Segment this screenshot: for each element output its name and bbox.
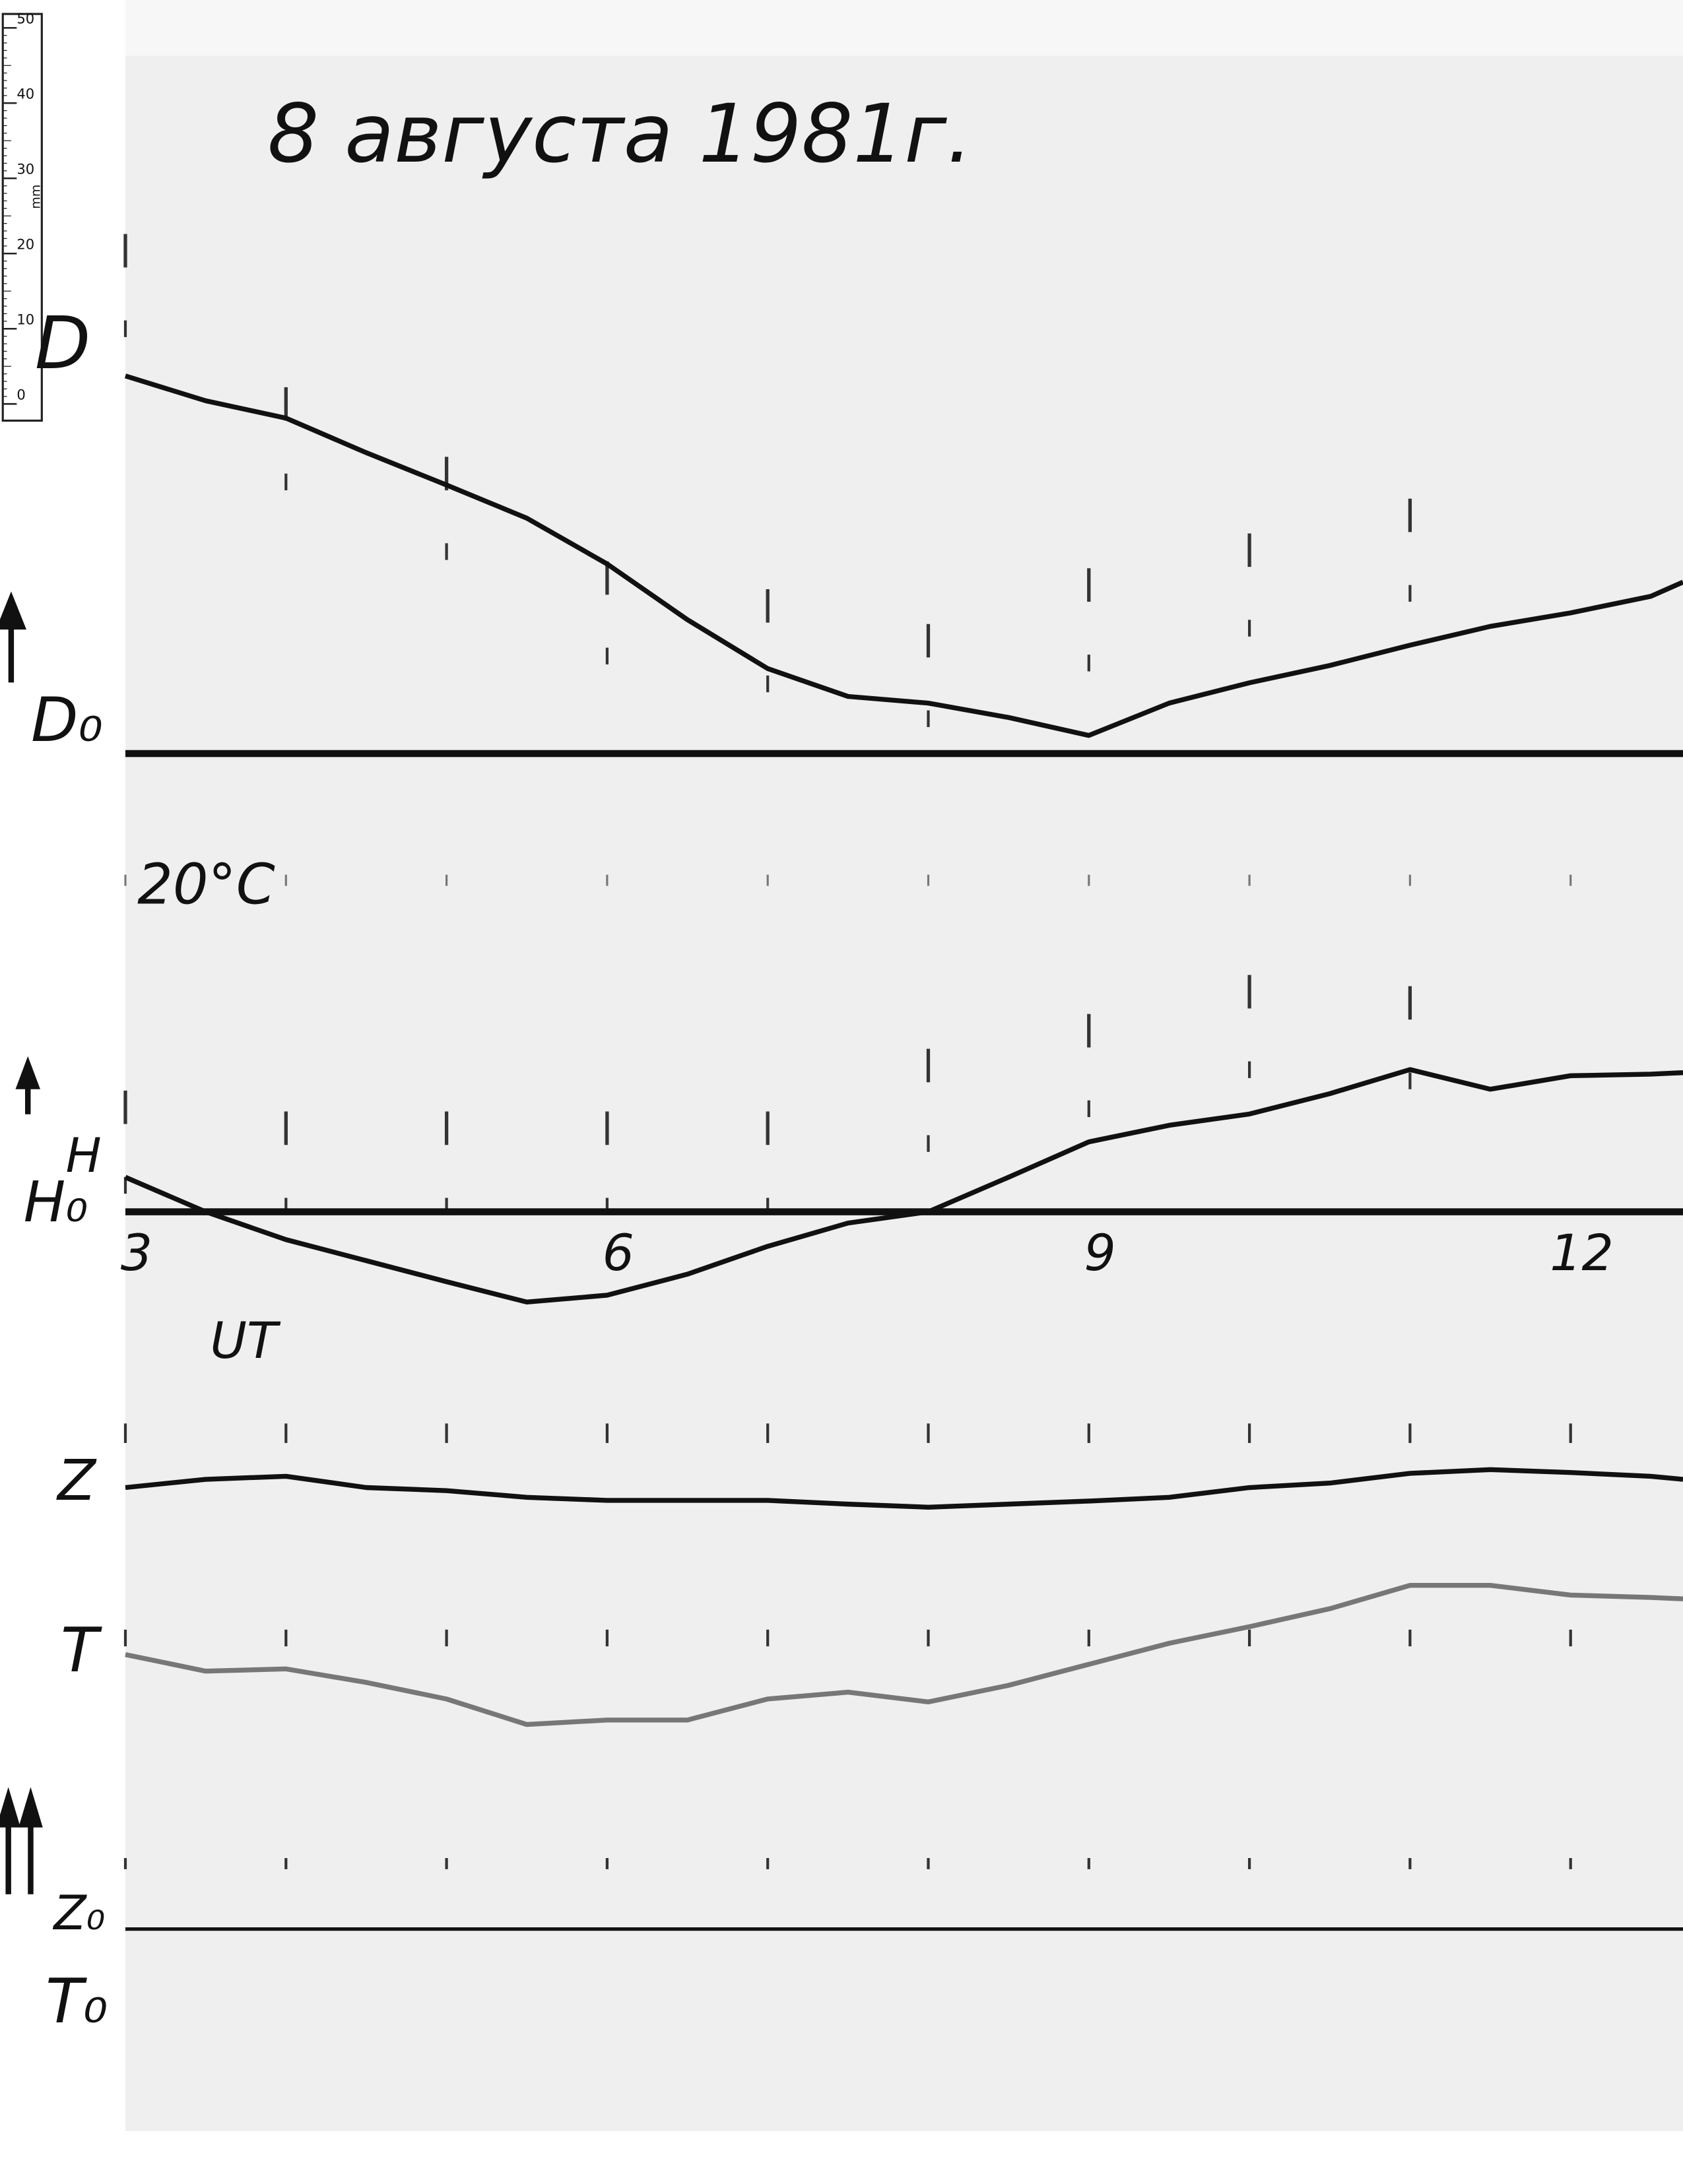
- trace: [125, 1582, 1683, 1727]
- x-tick-label: 6: [603, 1223, 634, 1282]
- arrow-head: [0, 1787, 21, 1828]
- series-label: H: [66, 1128, 102, 1183]
- ruler: [1, 13, 43, 422]
- x-tick-label: 3: [121, 1223, 152, 1282]
- ruler-unit: mm: [28, 185, 43, 209]
- ruler-label: 20: [16, 236, 34, 253]
- arrows: [0, 591, 43, 1894]
- x-tick-label: 9: [1084, 1223, 1116, 1282]
- series-label: Z: [56, 1448, 97, 1513]
- series-label: T: [61, 1615, 102, 1686]
- x-tick-label: 12: [1550, 1223, 1614, 1282]
- ruler-label: 50: [16, 11, 34, 27]
- temperature-label: 20°C: [137, 852, 275, 917]
- chart-title: 8 августа 1981г.: [267, 86, 972, 181]
- chart-paper-top: [125, 0, 1683, 56]
- series-label: D: [35, 301, 91, 385]
- arrow-head: [0, 591, 27, 630]
- trace: [124, 373, 1683, 738]
- trace: [124, 1067, 1683, 1305]
- ruler-label: 30: [16, 161, 34, 177]
- baseline-label: H₀: [24, 1170, 88, 1235]
- arrow-head: [18, 1787, 43, 1828]
- baseline-label: T₀: [46, 1966, 108, 2037]
- baseline-label: D₀: [31, 684, 103, 755]
- baseline-label: Z₀: [52, 1885, 105, 1941]
- trace: [125, 1467, 1683, 1510]
- chart-paper: [125, 55, 1683, 2131]
- ruler-label: 10: [16, 311, 34, 328]
- ruler-label: 40: [16, 86, 34, 102]
- arrow-head: [15, 1056, 40, 1089]
- x-axis-label: UT: [210, 1311, 281, 1370]
- ruler-label: 0: [16, 387, 25, 403]
